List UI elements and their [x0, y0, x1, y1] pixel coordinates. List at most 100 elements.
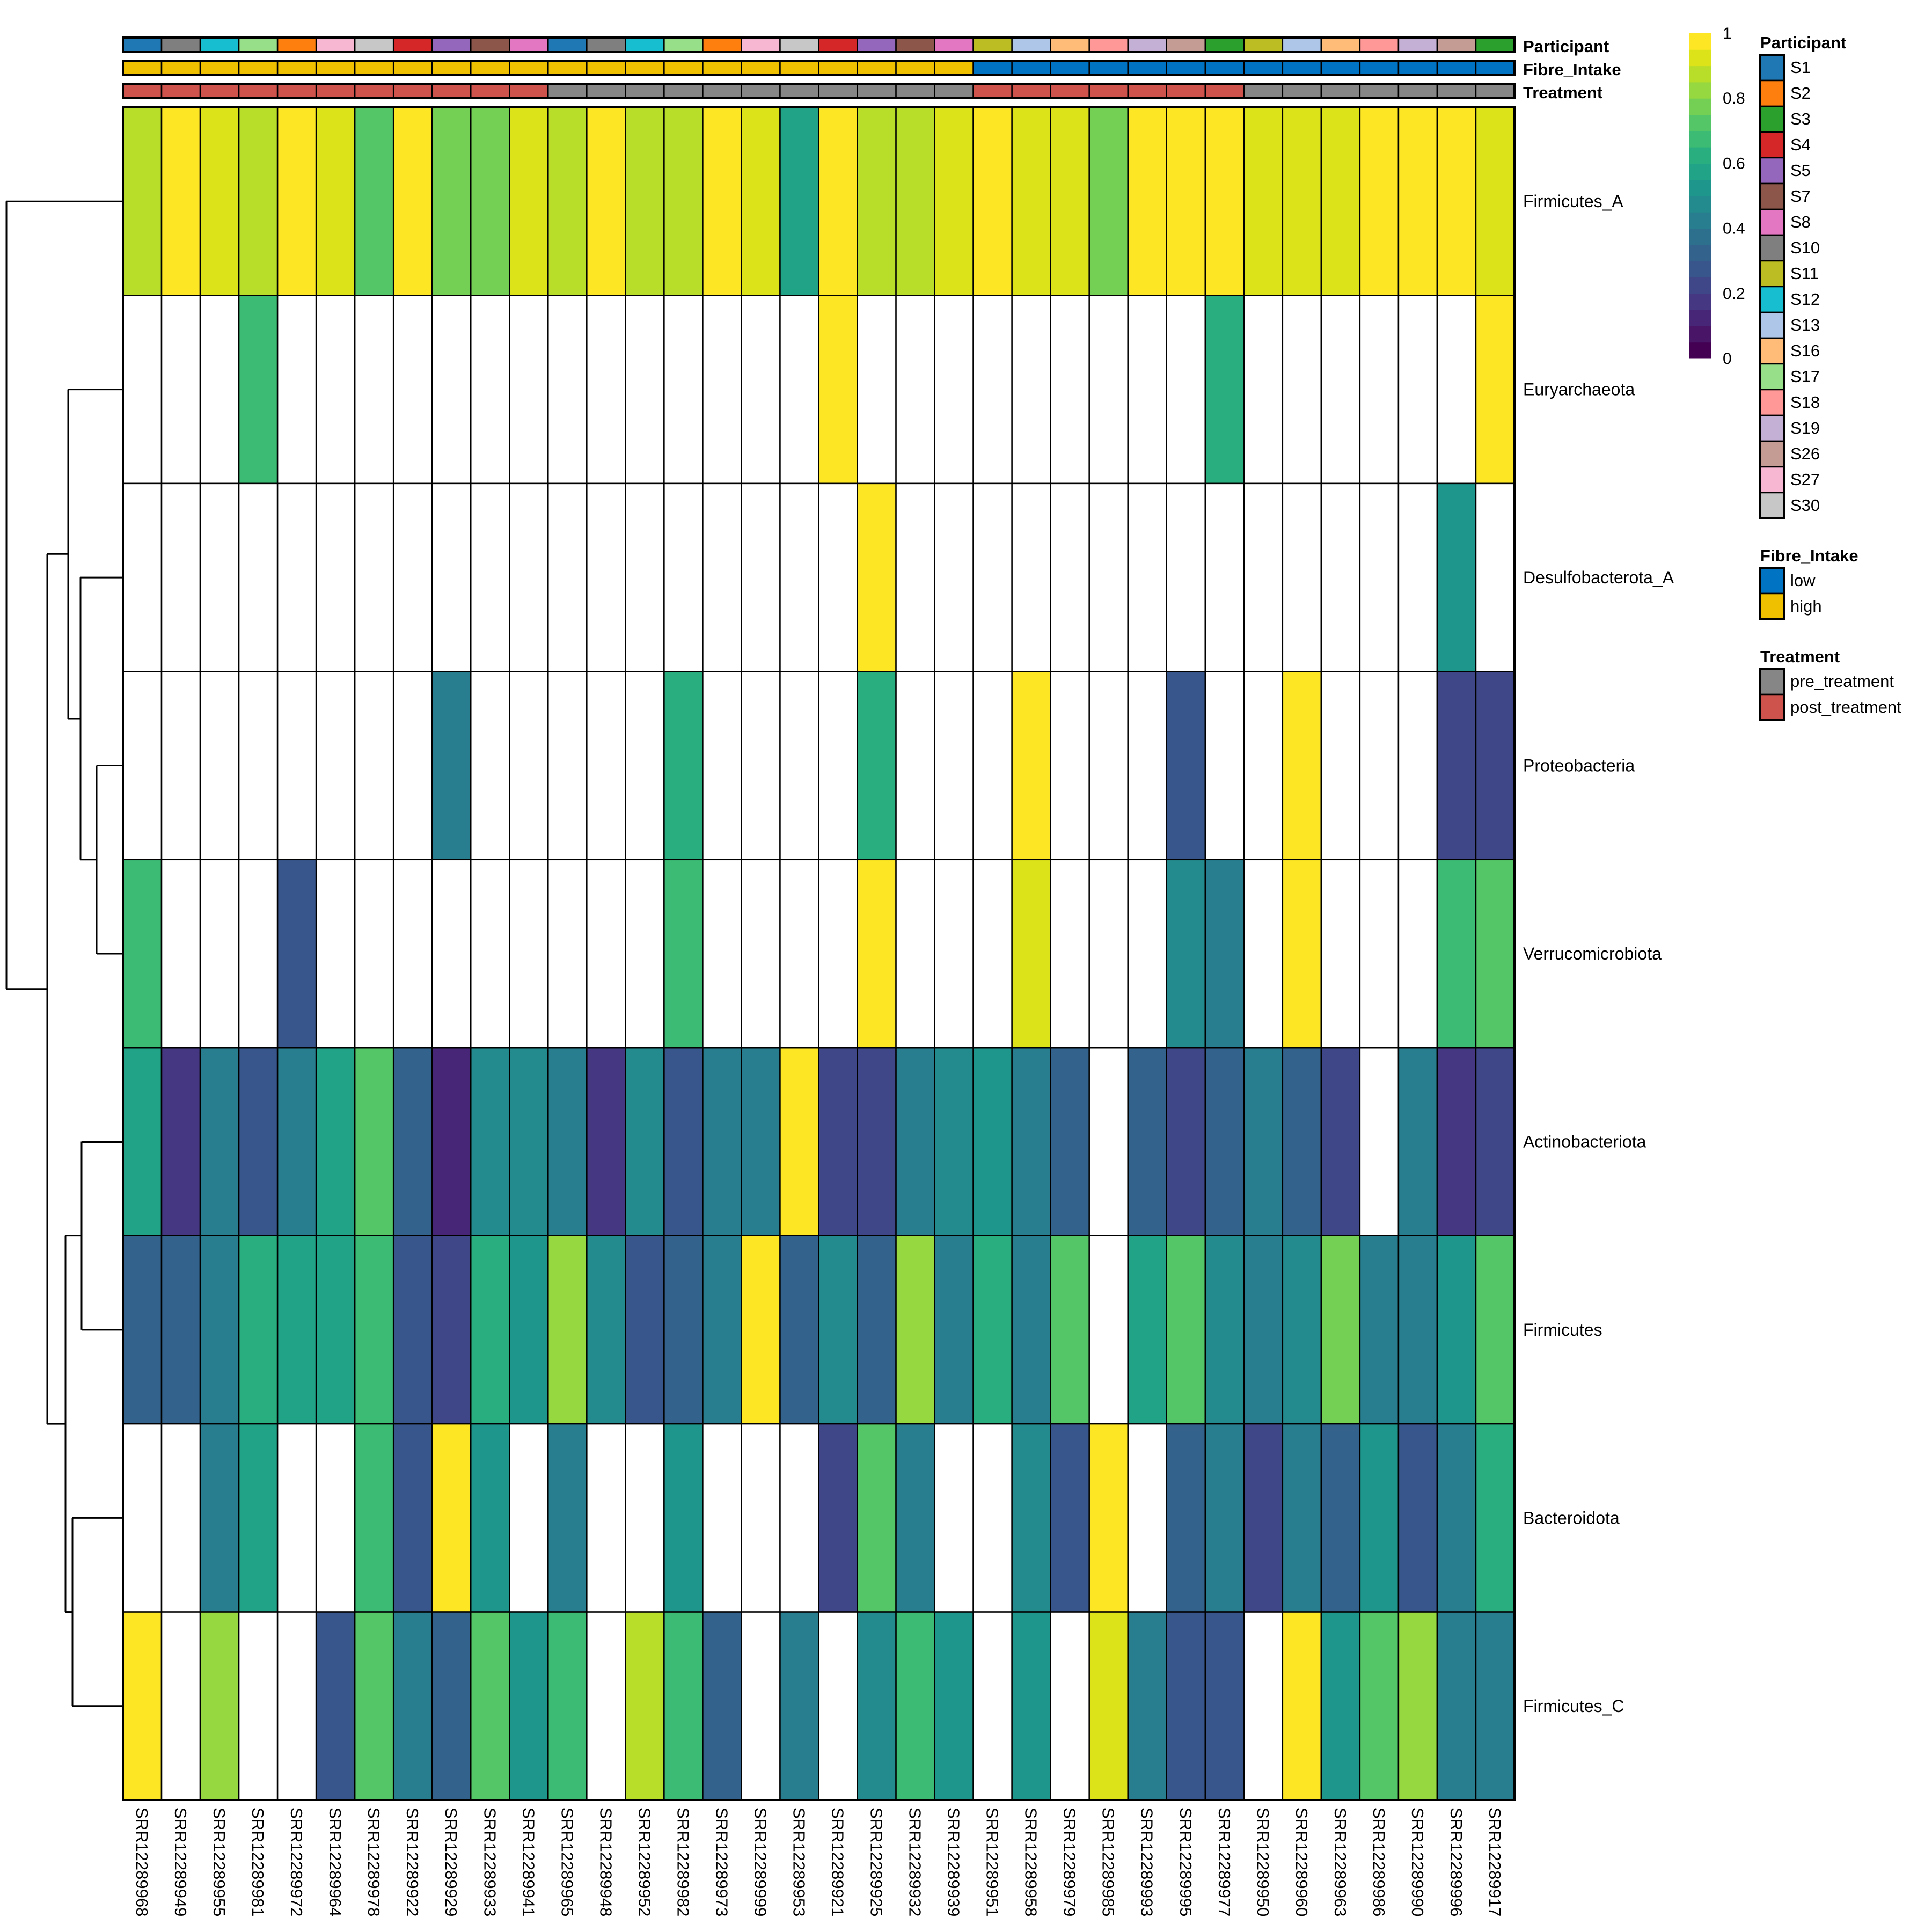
annotation-cell-treatment: [934, 83, 974, 99]
heatmap-cell: [857, 1611, 897, 1801]
annotation-bar-border: [122, 60, 1516, 76]
heatmap-cell: [895, 1423, 935, 1613]
heatmap-cell: [779, 295, 819, 485]
annotation-cell-participant: [1127, 36, 1167, 53]
annotation-cell-treatment: [702, 83, 742, 99]
heatmap-cell: [586, 1423, 626, 1613]
column-label: SRR12289963: [1331, 1807, 1350, 1916]
heatmap-cell: [1475, 859, 1516, 1049]
heatmap-cell: [972, 106, 1013, 296]
annotation-cell-fibre-intake: [1282, 60, 1322, 76]
heatmap-cell: [431, 1423, 472, 1613]
heatmap-cell: [818, 859, 858, 1049]
annotation-cell-participant: [1397, 36, 1438, 53]
legend-swatch: [1759, 286, 1785, 313]
heatmap-cell: [741, 106, 781, 296]
column-label: SRR12289925: [867, 1807, 886, 1916]
annotation-legends: Participant S1 S2 S3 S4 S5 S7 S8 S10 S11 S12 S13 S16…: [1759, 33, 1901, 721]
annotation-cell-fibre-intake: [509, 60, 549, 76]
heatmap-cell: [547, 1046, 588, 1236]
annotation-cell-participant: [1204, 36, 1245, 53]
heatmap-cell: [1359, 1046, 1400, 1236]
colorbar-step: [1689, 130, 1711, 148]
legend-swatch: [1759, 260, 1785, 288]
annotation-cell-treatment: [857, 83, 897, 99]
heatmap-cell: [509, 1423, 549, 1613]
annotation-cell-participant: [818, 36, 858, 53]
heatmap-cell: [1359, 1235, 1400, 1425]
heatmap-cell: [1050, 671, 1090, 861]
heatmap-cell: [1088, 1046, 1129, 1236]
heatmap-cell: [1359, 1423, 1400, 1613]
heatmap-cell: [122, 859, 163, 1049]
legend-entry-label: S7: [1790, 187, 1811, 206]
heatmap-cell: [122, 1611, 163, 1801]
colorbar-step: [1689, 82, 1711, 99]
heatmap-cell: [470, 859, 510, 1049]
row-label: Euryarchaeota: [1523, 380, 1635, 399]
heatmap-cell: [663, 859, 704, 1049]
heatmap-cell: [1204, 482, 1245, 672]
heatmap-cell: [199, 482, 240, 672]
colorbar-tick-label: 0.8: [1723, 90, 1745, 107]
row-label: Firmicutes_C: [1523, 1696, 1624, 1716]
heatmap-cell: [1282, 1235, 1322, 1425]
heatmap-cell: [741, 1423, 781, 1613]
annotation-cell-treatment: [1436, 83, 1477, 99]
heatmap-cell: [818, 106, 858, 296]
row-label: Actinobacteriota: [1523, 1132, 1646, 1151]
heatmap-cell: [779, 482, 819, 672]
heatmap-cell: [895, 859, 935, 1049]
colorbar-step: [1689, 147, 1711, 164]
heatmap-cell: [1397, 671, 1438, 861]
heatmap-cell: [199, 671, 240, 861]
heatmap-cell: [122, 1235, 163, 1425]
legend-entry-label: S30: [1790, 496, 1820, 515]
heatmap-cell: [238, 859, 279, 1049]
heatmap-cell: [199, 106, 240, 296]
heatmap-cell: [470, 1235, 510, 1425]
heatmap-cell: [857, 1423, 897, 1613]
heatmap-cell: [779, 1046, 819, 1236]
annotation-cell-treatment: [392, 83, 433, 99]
heatmap-cell: [1282, 1046, 1322, 1236]
heatmap-cell: [702, 1611, 742, 1801]
annotation-cell-treatment: [818, 83, 858, 99]
heatmap-cell: [1243, 671, 1284, 861]
heatmap-cell: [392, 859, 433, 1049]
heatmap-cell: [392, 671, 433, 861]
column-label: SRR12289950: [1254, 1807, 1272, 1916]
heatmap-cell: [972, 1611, 1013, 1801]
colorbar: 0 0.2 0.4 0.6 0.8 1: [1689, 25, 1745, 368]
heatmap-cell: [199, 1423, 240, 1613]
heatmap-cell: [276, 295, 317, 485]
heatmap-cell: [702, 1235, 742, 1425]
column-annotations: [122, 36, 1516, 99]
heatmap-cell: [1436, 482, 1477, 672]
heatmap-cell: [1397, 1046, 1438, 1236]
colorbar-step: [1689, 65, 1711, 83]
heatmap-cell: [702, 1423, 742, 1613]
annotation-cell-participant: [238, 36, 279, 53]
heatmap-cell: [1320, 1235, 1361, 1425]
heatmap-cell: [431, 482, 472, 672]
column-label: SRR12289933: [480, 1807, 499, 1916]
colorbar-step: [1689, 261, 1711, 277]
heatmap-cell: [1011, 671, 1051, 861]
annotation-cell-treatment: [122, 83, 163, 99]
heatmap-cell: [392, 1046, 433, 1236]
annotation-cell-participant: [199, 36, 240, 53]
annotation-cell-treatment: [895, 83, 935, 99]
heatmap-cell: [1397, 482, 1438, 672]
heatmap-cell: [1127, 859, 1167, 1049]
heatmap-cell: [1320, 482, 1361, 672]
heatmap-cell: [625, 106, 665, 296]
heatmap-cell: [1397, 1423, 1438, 1613]
heatmap-cell: [625, 671, 665, 861]
heatmap-cell: [586, 1046, 626, 1236]
row-label: Desulfobacterota_A: [1523, 568, 1674, 587]
heatmap-cell: [1243, 1046, 1284, 1236]
annotation-cell-participant: [625, 36, 665, 53]
annotation-cell-fibre-intake: [354, 60, 394, 76]
legend-swatch: [1759, 668, 1785, 696]
